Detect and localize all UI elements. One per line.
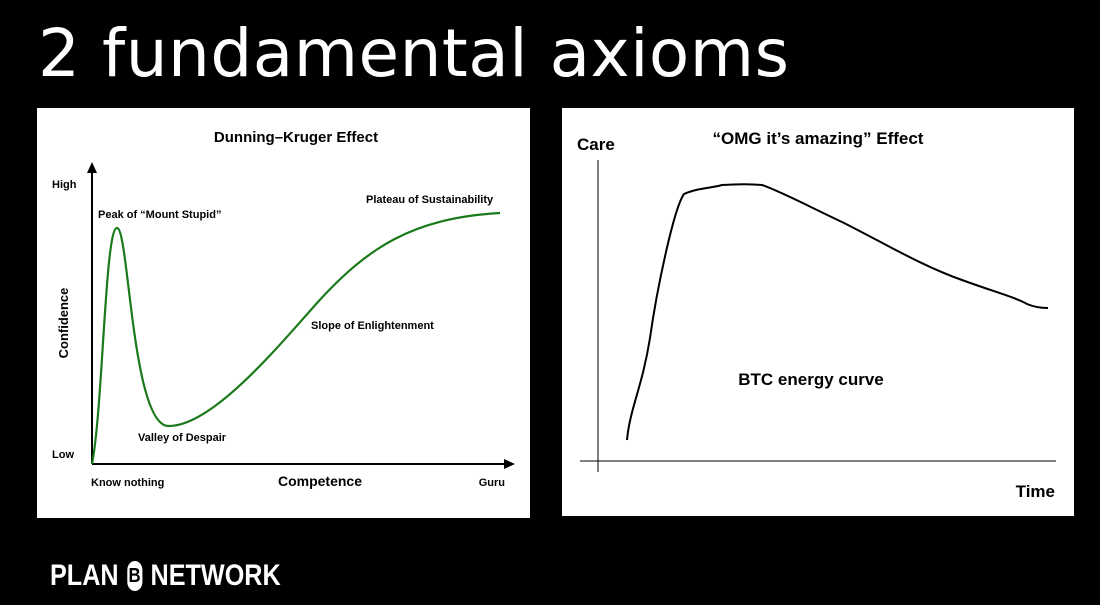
bitcoin-coin-icon: B: [127, 561, 143, 591]
plan-network-logo: PLAN B NETWORK: [50, 556, 281, 596]
logo-text-left: PLAN: [50, 559, 119, 592]
omg-x-axis-label: Time: [1016, 482, 1055, 501]
dk-valley-label: Valley of Despair: [138, 432, 227, 444]
omg-panel: “OMG it’s amazing” Effect Care Time BTC …: [562, 108, 1074, 516]
dk-title: Dunning–Kruger Effect: [214, 129, 378, 146]
omg-chart: “OMG it’s amazing” Effect Care Time BTC …: [577, 129, 1056, 501]
omg-curve: [626, 183, 1049, 441]
dk-y-axis-label: Confidence: [56, 288, 71, 359]
omg-y-axis-label: Care: [577, 135, 615, 154]
dk-slope-label: Slope of Enlightenment: [311, 320, 434, 332]
slide-title: 2 fundamental axioms: [38, 15, 790, 92]
omg-title: “OMG it’s amazing” Effect: [713, 129, 924, 148]
dk-y-high-label: High: [52, 179, 77, 191]
dk-y-low-label: Low: [52, 449, 74, 461]
dk-x-axis-arrow: [504, 459, 515, 469]
omg-annotation: BTC energy curve: [738, 370, 884, 389]
dk-x-end-label: Guru: [479, 477, 505, 489]
dk-plateau-label: Plateau of Sustainability: [366, 194, 494, 206]
dk-y-axis-arrow: [87, 162, 97, 173]
logo-text-right: NETWORK: [150, 559, 281, 592]
dk-peak-label: Peak of “Mount Stupid”: [98, 209, 221, 221]
dk-curve: [90, 211, 501, 465]
dunning-kruger-chart: Dunning–Kruger Effect High Low Confidenc…: [52, 129, 515, 489]
dk-x-axis-label: Competence: [278, 473, 362, 489]
dunning-kruger-panel: Dunning–Kruger Effect High Low Confidenc…: [37, 108, 530, 518]
dk-x-start-label: Know nothing: [91, 477, 164, 489]
